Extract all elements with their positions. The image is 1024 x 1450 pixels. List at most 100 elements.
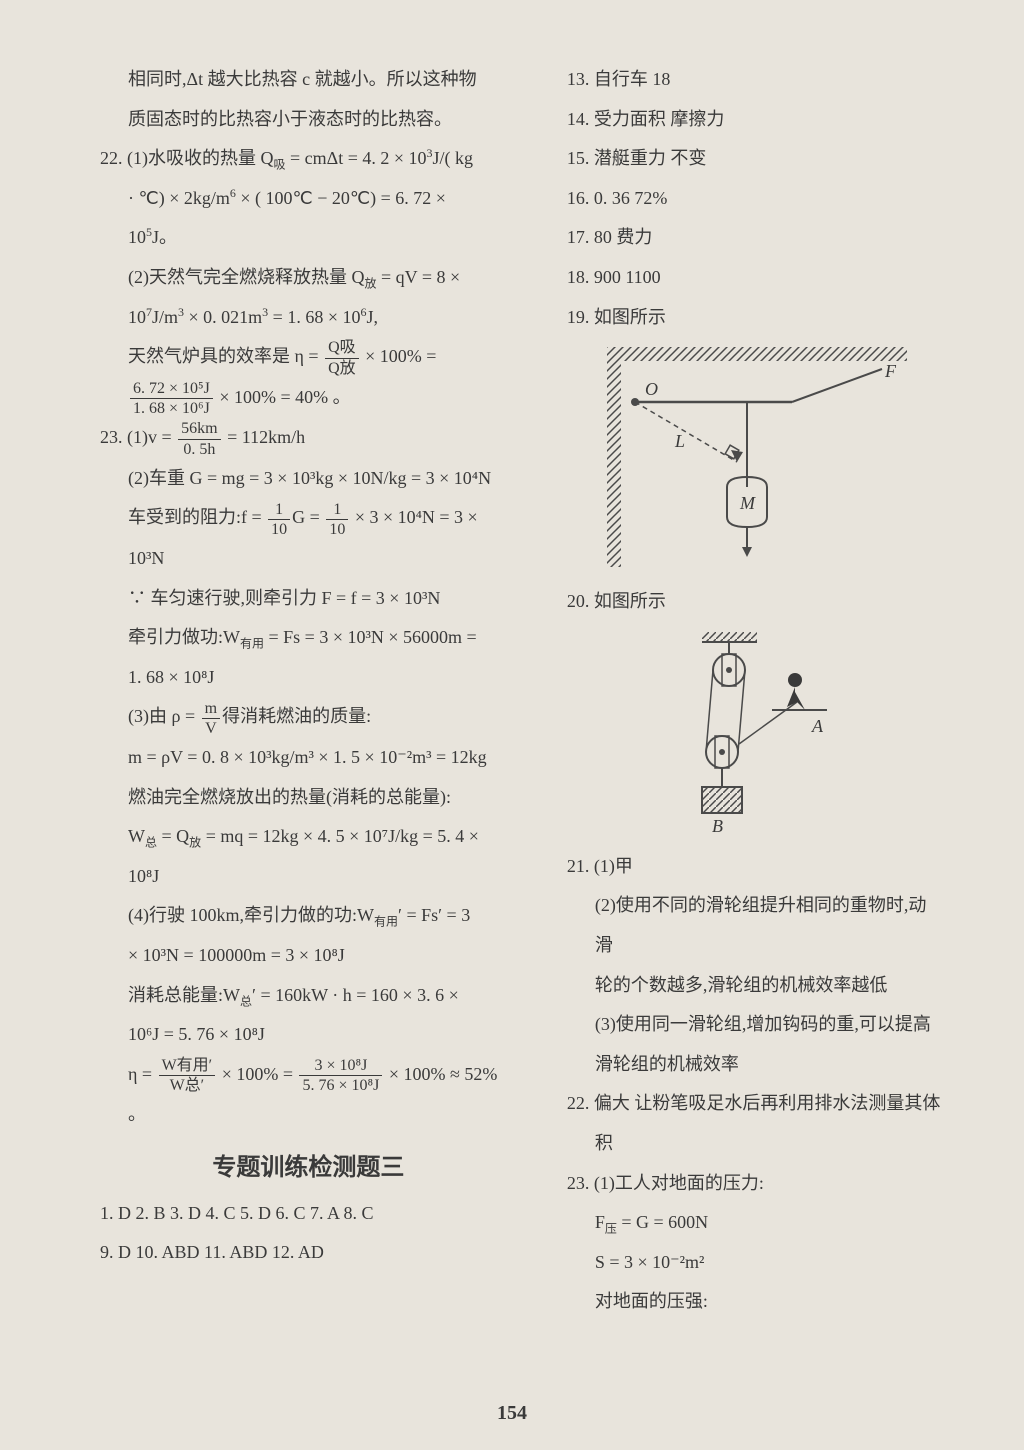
crane-diagram-icon: O F L M	[607, 347, 907, 567]
numerator: W有用′	[159, 1056, 216, 1076]
txt: × ( 100℃ − 20℃) = 6. 72 ×	[236, 188, 446, 208]
txt: 牵引力做功:W	[128, 627, 240, 647]
txt: × 100% = 40% 。	[215, 387, 351, 407]
denominator: W总′	[159, 1076, 216, 1095]
answers-line: 9. D 10. ABD 11. ABD 12. AD	[100, 1233, 517, 1273]
subscript: 总	[145, 836, 157, 850]
txt: G =	[292, 507, 324, 527]
text-line: 10⁶J = 5. 76 × 10⁸J	[100, 1015, 517, 1055]
numerator: 56km	[178, 419, 220, 439]
text-line: 16. 0. 36 72%	[567, 179, 944, 219]
text-line: 17. 80 费力	[567, 218, 944, 258]
denominator: 1. 68 × 10⁶J	[130, 399, 213, 418]
text-line: 13. 自行车 18	[567, 60, 944, 100]
text-line: 积	[567, 1124, 944, 1164]
txt: = 1. 68 × 10	[268, 307, 360, 327]
subscript: 有用	[240, 637, 264, 651]
text-line: 轮的个数越多,滑轮组的机械效率越低	[567, 966, 944, 1006]
text-line: 6. 72 × 10⁵J1. 68 × 10⁶J × 100% = 40% 。	[100, 378, 517, 419]
text-line: (2)使用不同的滑轮组提升相同的重物时,动滑	[567, 886, 944, 965]
numerator: 3 × 10⁸J	[299, 1056, 382, 1076]
txt: 10	[128, 307, 146, 327]
text-line: 20. 如图所示	[567, 582, 944, 622]
text-line: 10⁸J	[100, 857, 517, 897]
fraction: Q吸Q放	[325, 338, 359, 377]
txt: F	[595, 1212, 605, 1232]
txt: = Fs = 3 × 10³N × 56000m =	[264, 627, 477, 647]
text-line: 23. (1)工人对地面的压力:	[567, 1164, 944, 1204]
fraction: 110	[326, 500, 348, 539]
txt: = qV = 8 ×	[377, 267, 461, 287]
text-line: 质固态时的比热容小于液态时的比热容。	[100, 100, 517, 140]
txt: J/( kg	[433, 148, 474, 168]
txt: ′ = 160kW · h = 160 × 3. 6 ×	[252, 985, 459, 1005]
text-line: (2)车重 G = mg = 3 × 10³kg × 10N/kg = 3 × …	[100, 459, 517, 499]
text-line: 车受到的阻力:f = 110G = 110 × 3 × 10⁴N = 3 ×	[100, 498, 517, 539]
subscript: 有用	[374, 915, 398, 929]
denominator: 5. 76 × 10⁸J	[299, 1076, 382, 1095]
fraction: 110	[268, 500, 290, 539]
text-line: S = 3 × 10⁻²m²	[567, 1243, 944, 1283]
txt: 车受到的阻力:f =	[128, 507, 266, 527]
figure-20: A B	[667, 632, 944, 837]
txt: J,	[366, 307, 378, 327]
txt: = mq = 12kg × 4. 5 × 10⁷J/kg = 5. 4 ×	[201, 826, 479, 846]
text-line: F压 = G = 600N	[567, 1203, 944, 1243]
txt: = Q	[157, 826, 189, 846]
numerator: 1	[326, 500, 348, 520]
fraction: mV	[202, 699, 220, 738]
fraction: W有用′W总′	[159, 1056, 216, 1095]
text-line: (2)天然气完全燃烧释放热量 Q放 = qV = 8 ×	[100, 258, 517, 298]
label-A: A	[811, 716, 824, 736]
txt: × 100% =	[361, 346, 437, 366]
numerator: Q吸	[325, 338, 359, 358]
text-line: ∵ 车匀速行驶,则牵引力 F = f = 3 × 10³N	[100, 579, 517, 619]
fraction: 56km0. 5h	[178, 419, 220, 458]
txt: η =	[128, 1064, 157, 1084]
label-M: M	[739, 493, 756, 513]
right-column: 13. 自行车 18 14. 受力面积 摩擦力 15. 潜艇重力 不变 16. …	[567, 60, 944, 1322]
txt: · ℃) × 2kg/m	[128, 188, 230, 208]
txt: (4)行驶 100km,牵引力做的功:W	[128, 905, 374, 925]
text-line: 滑轮组的机械效率	[567, 1045, 944, 1085]
text-line: 10³N	[100, 539, 517, 579]
page-number: 154	[0, 1402, 1024, 1425]
text-line: W总 = Q放 = mq = 12kg × 4. 5 × 10⁷J/kg = 5…	[100, 817, 517, 857]
text-line: 22. (1)水吸收的热量 Q吸 = cmΔt = 4. 2 × 103J/( …	[100, 139, 517, 179]
text-line: 19. 如图所示	[567, 298, 944, 338]
text-line: (3)使用同一滑轮组,增加钩码的重,可以提高	[567, 1005, 944, 1045]
subscript: 压	[605, 1222, 617, 1236]
text-line: 22. 偏大 让粉笔吸足水后再利用排水法测量其体	[567, 1084, 944, 1124]
denominator: 0. 5h	[178, 440, 220, 459]
label-B: B	[712, 816, 723, 832]
label-F: F	[884, 361, 897, 381]
text-line: 105J。	[100, 218, 517, 258]
text-line: η = W有用′W总′ × 100% = 3 × 10⁸J5. 76 × 10⁸…	[100, 1055, 517, 1135]
text-line: (4)行驶 100km,牵引力做的功:W有用′ = Fs′ = 3	[100, 896, 517, 936]
txt: = cmΔt = 4. 2 × 10	[286, 148, 427, 168]
subscript: 放	[365, 277, 377, 291]
text-line: 对地面的压强:	[567, 1282, 944, 1322]
label-L: L	[674, 431, 685, 451]
pulley-diagram-icon: A B	[667, 632, 827, 832]
subscript: 总	[240, 994, 252, 1008]
denominator: 10	[326, 520, 348, 539]
subscript: 吸	[274, 158, 286, 172]
text-line: 燃油完全燃烧放出的热量(消耗的总能量):	[100, 778, 517, 818]
numerator: 6. 72 × 10⁵J	[130, 379, 213, 399]
txt: 得消耗燃油的质量:	[222, 706, 371, 726]
txt: J/m	[152, 307, 178, 327]
denominator: 10	[268, 520, 290, 539]
text-line: 1. 68 × 10⁸J	[100, 658, 517, 698]
answers-line: 1. D 2. B 3. D 4. C 5. D 6. C 7. A 8. C	[100, 1194, 517, 1234]
fraction: 3 × 10⁸J5. 76 × 10⁸J	[299, 1056, 382, 1095]
section-title: 专题训练检测题三	[100, 1147, 517, 1182]
txt: (2)天然气完全燃烧释放热量 Q	[128, 267, 365, 287]
text-line: m = ρV = 0. 8 × 10³kg/m³ × 1. 5 × 10⁻²m³…	[100, 738, 517, 778]
subscript: 放	[189, 836, 201, 850]
text-line: 18. 900 1100	[567, 258, 944, 298]
txt: × 100% =	[217, 1064, 297, 1084]
text-line: (3)由 ρ = mV得消耗燃油的质量:	[100, 697, 517, 738]
text-line: × 10³N = 100000m = 3 × 10⁸J	[100, 936, 517, 976]
txt: J。	[152, 227, 177, 247]
